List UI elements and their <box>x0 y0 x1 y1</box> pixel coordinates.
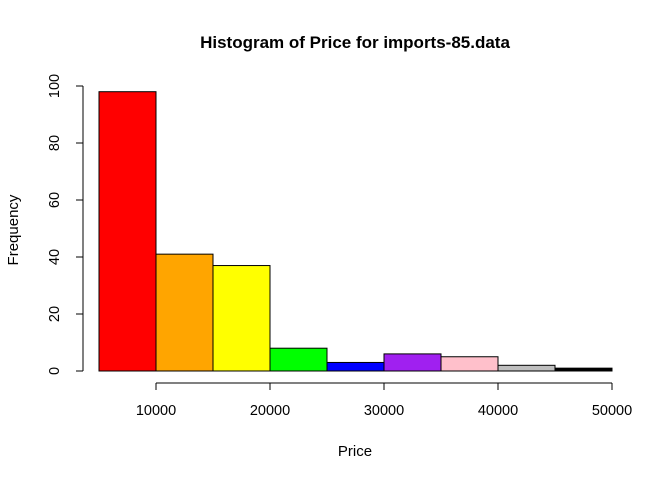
y-tick-label: 40 <box>47 249 63 265</box>
histogram-bars <box>98 91 613 372</box>
x-tick-label: 10000 <box>136 403 176 419</box>
y-tick-label: 60 <box>47 192 63 208</box>
chart-title: Histogram of Price for imports-85.data <box>200 33 510 52</box>
histogram-bar-1 <box>98 91 157 372</box>
histogram-bar-5 <box>326 361 385 372</box>
y-tick-label: 0 <box>47 367 63 375</box>
histogram-bar-2 <box>155 253 214 372</box>
y-tick-label: 100 <box>47 74 63 98</box>
histogram-bar-8 <box>497 364 556 372</box>
histogram-bar-9 <box>554 367 613 372</box>
y-axis: 0 20 40 60 80 100 <box>47 74 84 375</box>
histogram-bar-3 <box>212 265 271 372</box>
y-axis-label: Frequency <box>5 194 22 265</box>
histogram-bar-6 <box>383 353 442 372</box>
x-axis-label: Price <box>338 443 372 460</box>
histogram-bar-4 <box>269 347 328 372</box>
x-tick-label: 30000 <box>364 403 404 419</box>
x-tick-label: 50000 <box>592 403 632 419</box>
x-axis: 10000 20000 30000 40000 50000 <box>136 382 632 419</box>
y-tick-label: 20 <box>47 306 63 322</box>
x-tick-label: 20000 <box>250 403 290 419</box>
x-tick-label: 40000 <box>478 403 518 419</box>
y-tick-label: 80 <box>47 135 63 151</box>
histogram-bar-7 <box>440 356 499 372</box>
